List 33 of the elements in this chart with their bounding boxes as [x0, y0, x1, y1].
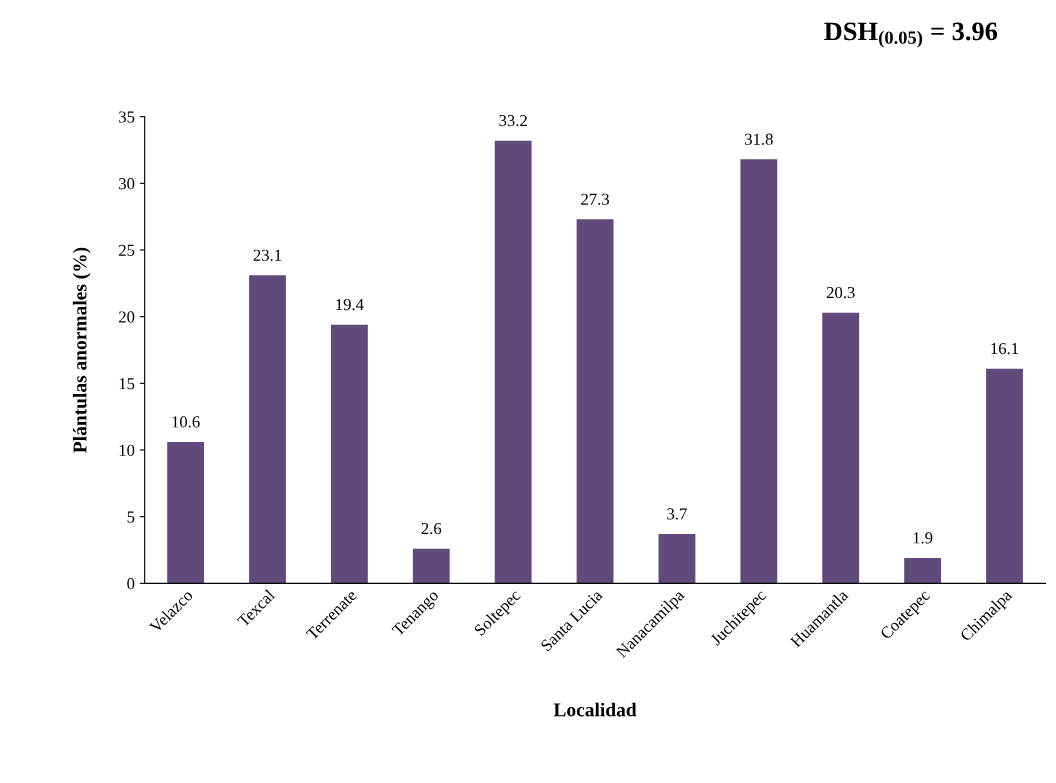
bar: [740, 159, 778, 584]
data-label: 1.9: [913, 532, 933, 544]
bar: [658, 534, 696, 584]
data-label: 10.6: [172, 416, 200, 428]
y-axis-title: Plántulas anormales (%): [72, 247, 91, 453]
y-tick-label: 0: [127, 578, 135, 590]
data-label: 2.6: [421, 522, 442, 535]
data-label: 33.2: [499, 114, 527, 127]
bar: [494, 140, 532, 584]
bar: [904, 558, 942, 584]
bar: [576, 219, 614, 584]
data-label: 31.8: [745, 133, 773, 145]
y-tick-label: 25: [119, 244, 135, 256]
bar: [249, 275, 286, 584]
text: DSH$_{(0.05)}$ = 3.96: [824, 22, 998, 48]
y-tick-label: 20: [119, 311, 135, 323]
data-label: 16.1: [991, 342, 1019, 355]
y-tick-label: 10: [119, 444, 135, 456]
y-tick-label: 35: [119, 111, 135, 123]
data-label: 20.3: [826, 286, 855, 299]
bar: [986, 368, 1023, 584]
bar: [330, 324, 368, 584]
data-label: 23.1: [253, 249, 282, 261]
data-label: 27.3: [581, 193, 609, 205]
y-tick-label: 15: [119, 378, 135, 390]
x-axis-title: Localidad: [553, 702, 637, 717]
bar: [412, 548, 450, 584]
bar: [167, 442, 205, 584]
data-label: 3.7: [667, 508, 687, 520]
y-tick-label: 30: [119, 178, 135, 190]
bar: [822, 312, 860, 584]
y-tick-label: 5: [127, 511, 135, 523]
data-label: 19.4: [336, 298, 364, 311]
